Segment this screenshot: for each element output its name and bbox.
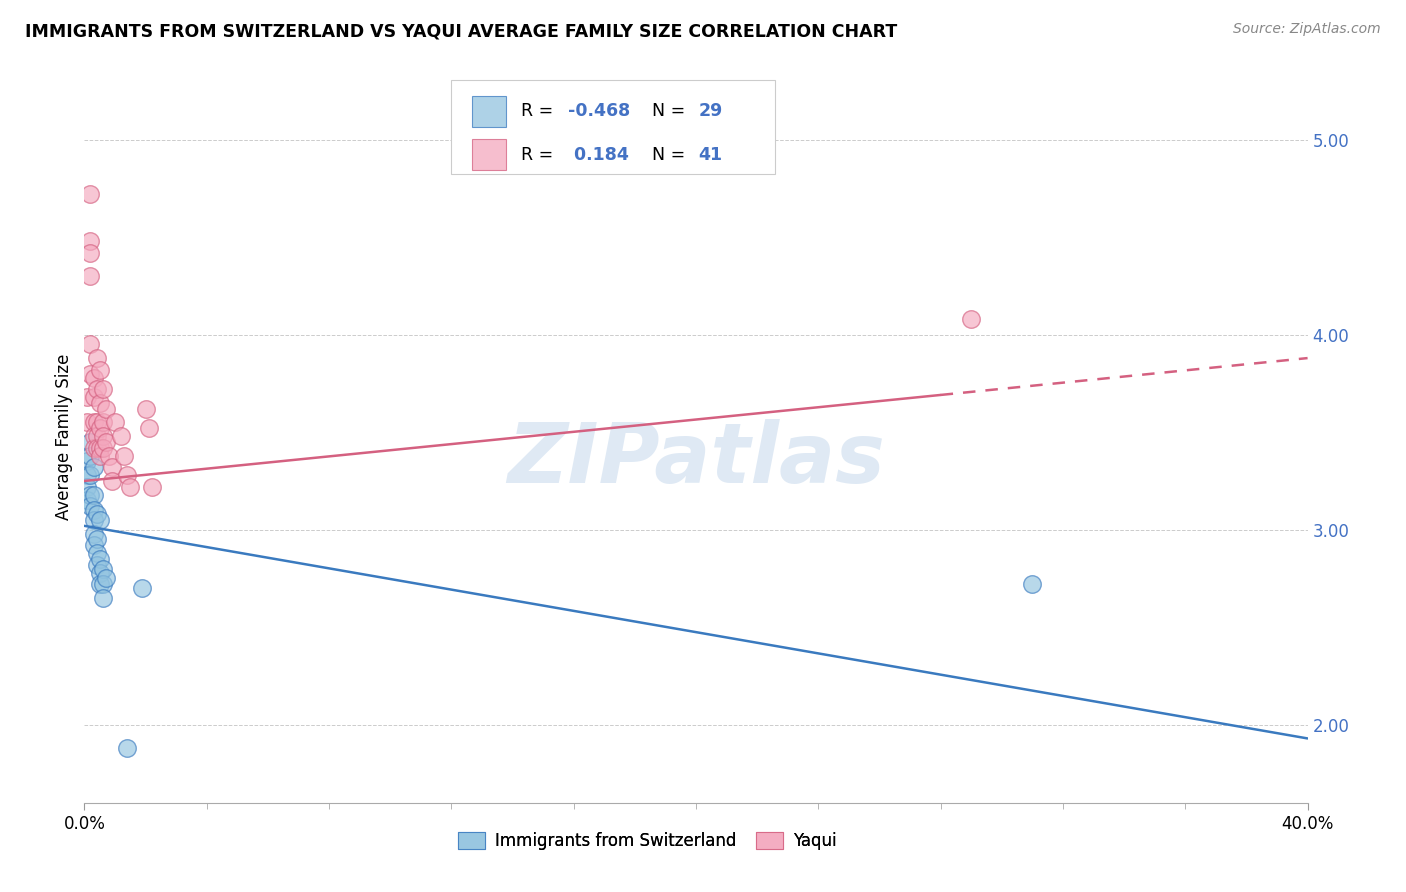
Point xyxy=(83,429,105,443)
Point xyxy=(115,468,138,483)
Point xyxy=(115,741,138,756)
Point xyxy=(141,480,163,494)
Point xyxy=(89,396,111,410)
FancyBboxPatch shape xyxy=(472,96,506,127)
Point xyxy=(110,429,132,443)
Text: N =: N = xyxy=(641,145,690,163)
Point xyxy=(91,577,114,591)
Point xyxy=(83,370,105,384)
Point xyxy=(79,468,101,483)
Point xyxy=(83,460,105,475)
Point xyxy=(79,500,101,514)
Point xyxy=(89,566,111,580)
Point xyxy=(76,468,98,483)
Point xyxy=(89,363,111,377)
Point xyxy=(91,562,114,576)
Point xyxy=(112,449,135,463)
Point xyxy=(79,434,101,449)
Point xyxy=(79,245,101,260)
Legend: Immigrants from Switzerland, Yaqui: Immigrants from Switzerland, Yaqui xyxy=(451,825,842,856)
Point xyxy=(91,429,114,443)
Point xyxy=(94,572,117,586)
Point xyxy=(83,390,105,404)
Point xyxy=(91,416,114,430)
Point xyxy=(79,449,101,463)
Point xyxy=(131,581,153,595)
Text: 41: 41 xyxy=(699,145,723,163)
Point xyxy=(76,416,98,430)
Point xyxy=(1021,577,1043,591)
Point xyxy=(135,401,157,416)
Point xyxy=(83,538,105,552)
Point xyxy=(120,480,142,494)
Point xyxy=(79,488,101,502)
Point xyxy=(79,234,101,248)
Point xyxy=(94,401,117,416)
Point xyxy=(86,416,108,430)
Point xyxy=(89,441,111,455)
Point xyxy=(79,187,101,202)
Point xyxy=(86,546,108,560)
Point xyxy=(91,591,114,605)
Point xyxy=(83,488,105,502)
Point xyxy=(86,558,108,572)
Point xyxy=(101,474,124,488)
Text: N =: N = xyxy=(641,103,690,120)
Y-axis label: Average Family Size: Average Family Size xyxy=(55,354,73,520)
Point xyxy=(86,507,108,521)
Point xyxy=(94,434,117,449)
Text: 0.184: 0.184 xyxy=(568,145,628,163)
Point xyxy=(97,449,120,463)
FancyBboxPatch shape xyxy=(451,80,776,174)
Text: ZIPatlas: ZIPatlas xyxy=(508,418,884,500)
Text: Source: ZipAtlas.com: Source: ZipAtlas.com xyxy=(1233,22,1381,37)
Text: IMMIGRANTS FROM SWITZERLAND VS YAQUI AVERAGE FAMILY SIZE CORRELATION CHART: IMMIGRANTS FROM SWITZERLAND VS YAQUI AVE… xyxy=(25,22,897,40)
Point xyxy=(91,382,114,396)
Point xyxy=(76,493,98,508)
Point xyxy=(89,577,111,591)
Point xyxy=(89,552,111,566)
Point xyxy=(76,454,98,468)
Point xyxy=(79,269,101,284)
Point xyxy=(83,441,105,455)
Text: R =: R = xyxy=(522,145,558,163)
Point xyxy=(79,367,101,381)
Point xyxy=(83,503,105,517)
Point xyxy=(89,421,111,435)
Text: 29: 29 xyxy=(699,103,723,120)
Point xyxy=(86,351,108,365)
Point xyxy=(76,390,98,404)
Point xyxy=(86,533,108,547)
Point xyxy=(101,460,124,475)
Point xyxy=(79,337,101,351)
Point xyxy=(104,416,127,430)
Point xyxy=(86,382,108,396)
Point xyxy=(86,429,108,443)
Text: R =: R = xyxy=(522,103,558,120)
Point xyxy=(91,441,114,455)
Point xyxy=(960,312,983,326)
Point xyxy=(83,513,105,527)
Point xyxy=(89,513,111,527)
Point xyxy=(83,526,105,541)
Point xyxy=(86,441,108,455)
Text: -0.468: -0.468 xyxy=(568,103,630,120)
Point xyxy=(89,449,111,463)
FancyBboxPatch shape xyxy=(472,139,506,170)
Point xyxy=(138,421,160,435)
Point xyxy=(83,416,105,430)
Point xyxy=(76,480,98,494)
